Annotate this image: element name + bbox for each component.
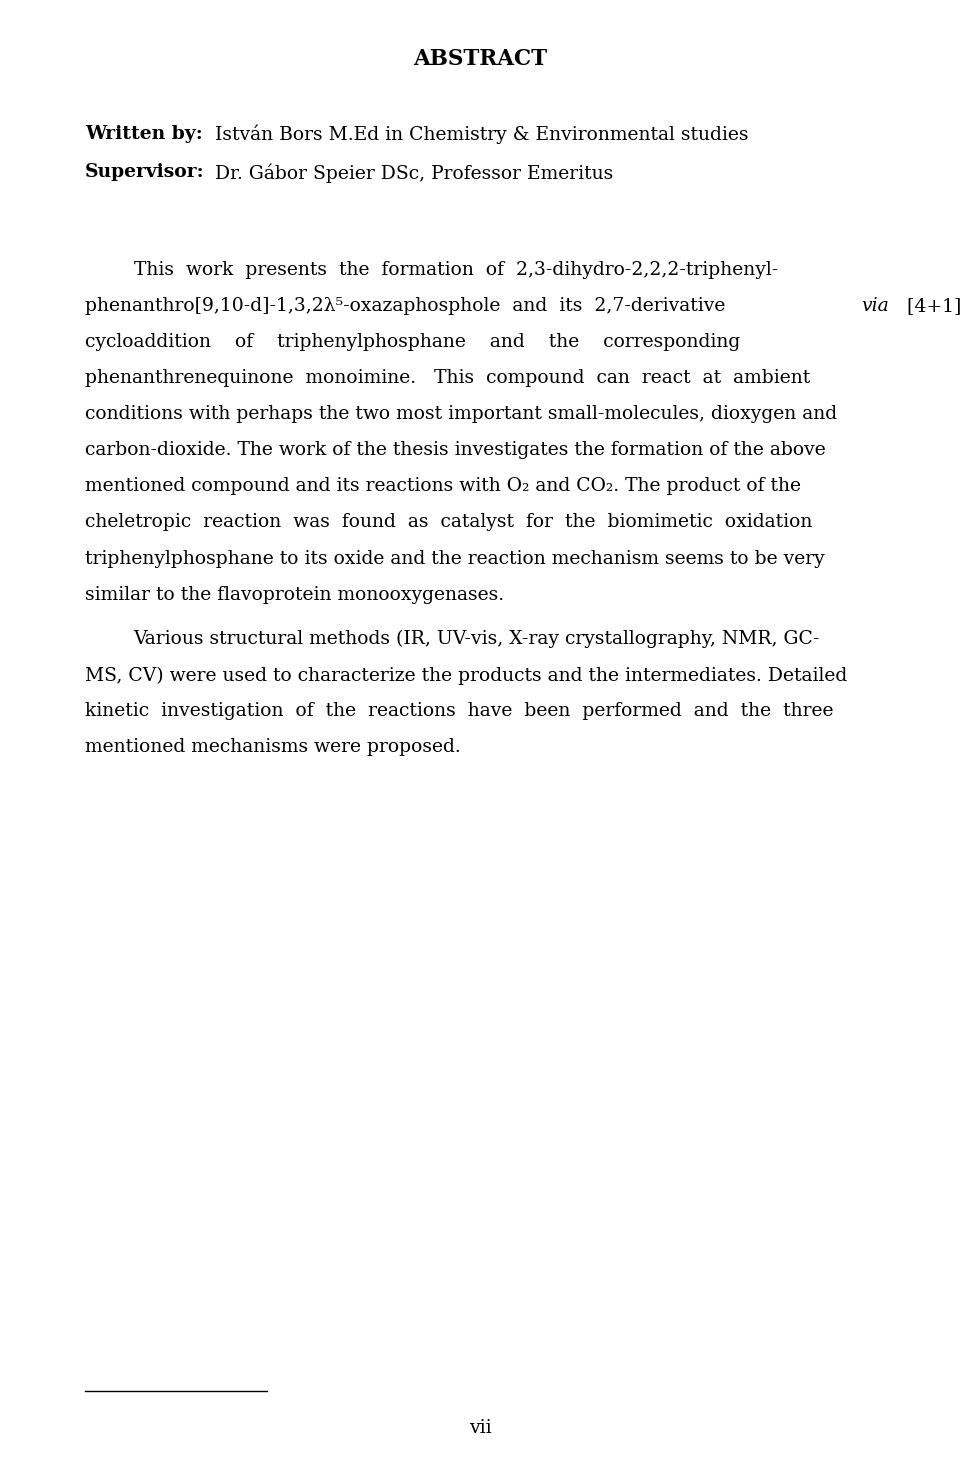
Text: conditions with perhaps the two most important small-molecules, dioxygen and: conditions with perhaps the two most imp… bbox=[84, 405, 837, 424]
Text: phenanthro[9,10-d]-1,3,2λ⁵-oxazaphosphole  and  its  2,7-derivative: phenanthro[9,10-d]-1,3,2λ⁵-oxazaphosphol… bbox=[84, 297, 737, 314]
Text: cycloaddition    of    triphenylphosphane    and    the    corresponding: cycloaddition of triphenylphosphane and … bbox=[84, 333, 740, 351]
Text: MS, CV) were used to characterize the products and the intermediates. Detailed: MS, CV) were used to characterize the pr… bbox=[84, 666, 848, 685]
Text: Dr. Gábor Speier DSc, Professor Emeritus: Dr. Gábor Speier DSc, Professor Emeritus bbox=[208, 164, 613, 183]
Text: phenanthrenequinone  monoimine.   This  compound  can  react  at  ambient: phenanthrenequinone monoimine. This comp… bbox=[84, 370, 810, 387]
Text: via: via bbox=[861, 297, 889, 314]
Text: carbon-dioxide. The work of the thesis investigates the formation of the above: carbon-dioxide. The work of the thesis i… bbox=[84, 441, 826, 459]
Text: [4+1]: [4+1] bbox=[895, 297, 960, 314]
Text: Written by:: Written by: bbox=[84, 124, 203, 143]
Text: ABSTRACT: ABSTRACT bbox=[413, 48, 547, 70]
Text: mentioned mechanisms were proposed.: mentioned mechanisms were proposed. bbox=[84, 738, 461, 757]
Text: similar to the flavoprotein monooxygenases.: similar to the flavoprotein monooxygenas… bbox=[84, 586, 504, 603]
Text: triphenylphosphane to its oxide and the reaction mechanism seems to be very: triphenylphosphane to its oxide and the … bbox=[84, 549, 825, 568]
Text: vii: vii bbox=[468, 1419, 492, 1436]
Text: Supervisor:: Supervisor: bbox=[84, 164, 204, 181]
Text: kinetic  investigation  of  the  reactions  have  been  performed  and  the  thr: kinetic investigation of the reactions h… bbox=[84, 703, 833, 720]
Text: Various structural methods (IR, UV-vis, X-ray crystallography, NMR, GC-: Various structural methods (IR, UV-vis, … bbox=[133, 630, 820, 649]
Text: István Bors M.Ed in Chemistry & Environmental studies: István Bors M.Ed in Chemistry & Environm… bbox=[208, 124, 748, 145]
Text: This  work  presents  the  formation  of  2,3-dihydro-2,2,2-triphenyl-: This work presents the formation of 2,3-… bbox=[133, 260, 778, 279]
Text: cheletropic  reaction  was  found  as  catalyst  for  the  biomimetic  oxidation: cheletropic reaction was found as cataly… bbox=[84, 513, 812, 532]
Text: mentioned compound and its reactions with O₂ and CO₂. The product of the: mentioned compound and its reactions wit… bbox=[84, 478, 801, 495]
